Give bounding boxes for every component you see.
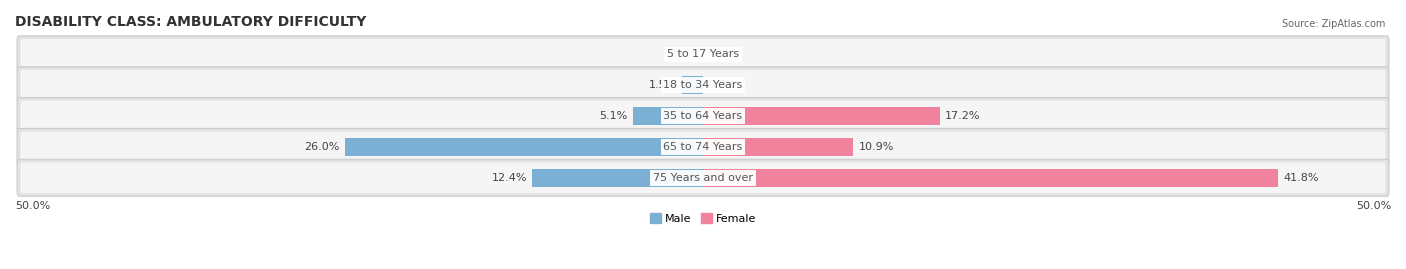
FancyBboxPatch shape bbox=[21, 39, 1385, 70]
FancyBboxPatch shape bbox=[17, 159, 1389, 196]
Text: 0.0%: 0.0% bbox=[709, 80, 737, 90]
Text: 41.8%: 41.8% bbox=[1284, 173, 1319, 183]
Text: 50.0%: 50.0% bbox=[1355, 201, 1391, 211]
Text: 5.1%: 5.1% bbox=[599, 111, 627, 121]
Bar bbox=[703, 169, 1278, 187]
Text: 26.0%: 26.0% bbox=[304, 142, 340, 152]
FancyBboxPatch shape bbox=[21, 70, 1385, 101]
FancyBboxPatch shape bbox=[21, 132, 1385, 162]
Text: 0.0%: 0.0% bbox=[669, 49, 697, 59]
Text: 17.2%: 17.2% bbox=[945, 111, 980, 121]
Text: 18 to 34 Years: 18 to 34 Years bbox=[664, 80, 742, 90]
Text: 1.5%: 1.5% bbox=[648, 80, 676, 90]
FancyBboxPatch shape bbox=[17, 36, 1389, 73]
Text: 12.4%: 12.4% bbox=[491, 173, 527, 183]
Bar bbox=[703, 107, 939, 125]
Text: 50.0%: 50.0% bbox=[15, 201, 51, 211]
Bar bbox=[633, 107, 703, 125]
Bar bbox=[703, 138, 853, 156]
Text: Source: ZipAtlas.com: Source: ZipAtlas.com bbox=[1281, 19, 1385, 29]
Text: 0.0%: 0.0% bbox=[709, 49, 737, 59]
FancyBboxPatch shape bbox=[17, 67, 1389, 104]
FancyBboxPatch shape bbox=[21, 101, 1385, 132]
FancyBboxPatch shape bbox=[21, 162, 1385, 193]
Bar bbox=[682, 76, 703, 94]
Text: 35 to 64 Years: 35 to 64 Years bbox=[664, 111, 742, 121]
Bar bbox=[346, 138, 703, 156]
FancyBboxPatch shape bbox=[17, 128, 1389, 165]
Text: DISABILITY CLASS: AMBULATORY DIFFICULTY: DISABILITY CLASS: AMBULATORY DIFFICULTY bbox=[15, 15, 367, 29]
Text: 75 Years and over: 75 Years and over bbox=[652, 173, 754, 183]
Bar bbox=[533, 169, 703, 187]
Text: 10.9%: 10.9% bbox=[859, 142, 894, 152]
FancyBboxPatch shape bbox=[17, 98, 1389, 134]
Text: 5 to 17 Years: 5 to 17 Years bbox=[666, 49, 740, 59]
Text: 65 to 74 Years: 65 to 74 Years bbox=[664, 142, 742, 152]
Legend: Male, Female: Male, Female bbox=[645, 208, 761, 228]
